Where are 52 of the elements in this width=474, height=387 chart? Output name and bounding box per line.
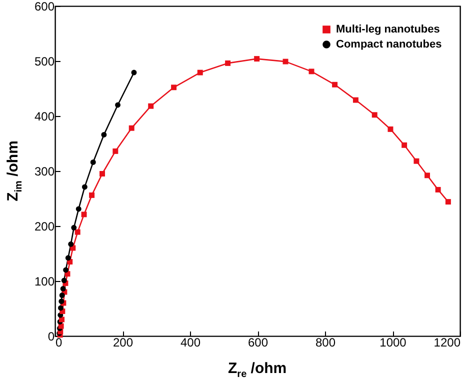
y-tick-label: 200	[34, 220, 55, 234]
y-tick-label: 400	[34, 110, 55, 124]
point	[71, 224, 77, 230]
point	[308, 68, 314, 74]
point	[414, 158, 420, 164]
point	[81, 212, 87, 218]
point	[100, 171, 105, 176]
point	[60, 286, 66, 292]
legend-label: Compact nanotubes	[336, 38, 442, 50]
point	[282, 58, 288, 64]
point	[128, 125, 134, 131]
y-tick-label: 500	[34, 54, 55, 68]
y-tick-label: 100	[34, 274, 55, 288]
point	[76, 206, 82, 212]
point	[225, 60, 231, 66]
point	[82, 184, 88, 190]
point	[445, 199, 451, 205]
point	[254, 56, 260, 62]
x-tick-label: 1200	[434, 336, 461, 350]
x-axis-title: Z$_{re}$ /ohm	[228, 360, 287, 380]
x-tick-label: 400	[180, 336, 201, 350]
legend-label: Multi-leg nanotubes	[336, 24, 440, 36]
point	[90, 159, 96, 165]
point	[131, 70, 137, 76]
x-tick-label: 200	[112, 336, 134, 350]
point	[435, 186, 441, 192]
x-tick-label: 1000	[380, 336, 407, 350]
point	[388, 126, 394, 132]
point	[59, 292, 65, 298]
point	[424, 172, 430, 178]
point	[58, 305, 64, 311]
point	[372, 112, 378, 118]
point	[89, 192, 95, 198]
point	[61, 278, 67, 284]
point	[197, 70, 203, 76]
point	[148, 103, 154, 109]
point	[65, 255, 71, 261]
point	[63, 267, 69, 273]
point	[332, 82, 338, 88]
point	[112, 148, 118, 154]
point	[402, 142, 408, 148]
point	[74, 229, 80, 235]
x-tick-label: 800	[315, 336, 336, 350]
point	[115, 102, 121, 108]
point	[58, 323, 64, 329]
x-tick-label: 600	[248, 336, 268, 350]
point	[101, 132, 107, 138]
point	[171, 84, 177, 90]
y-tick-label: 600	[34, 0, 55, 14]
point	[352, 97, 358, 103]
point	[68, 241, 74, 247]
y-tick-label: 300	[34, 164, 55, 178]
